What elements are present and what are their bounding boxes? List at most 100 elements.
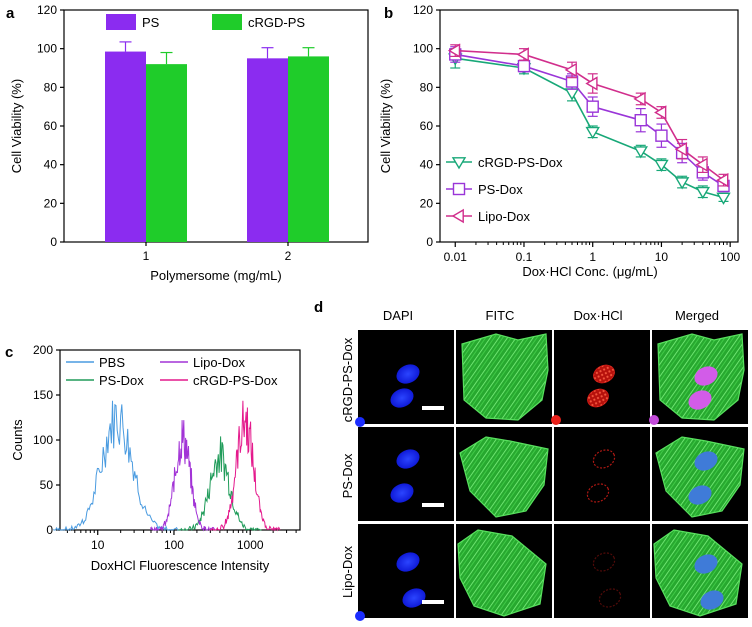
microscopy-grid-d: DAPI FITC Dox·HCl Merged cRGD-PS-Dox PS-…: [340, 308, 750, 622]
y-tick-label-b: 60: [420, 119, 434, 133]
scale-bar: [422, 600, 444, 604]
row-label-crgd-ps-dox: cRGD-PS-Dox: [340, 337, 355, 422]
marker-triangle-left: [585, 76, 598, 91]
nucleus-merged: [688, 390, 712, 410]
y-axis-label-a: Cell Viability (%): [9, 79, 24, 173]
marker-triangle-down: [654, 159, 669, 173]
histogram-ps-dox: [178, 436, 262, 532]
panel-label-c: c: [5, 344, 13, 361]
marker-square: [634, 113, 647, 127]
scale-bar: [422, 503, 444, 507]
marker-square: [655, 129, 668, 142]
panel-label-d: d: [314, 299, 323, 316]
histogram-c: 0 50 100 150 200 10 100 1000 PBS PS-Dox Lipo-Dox…: [10, 343, 301, 573]
nucleus-dapi: [390, 483, 414, 503]
nucleus-dapi: [390, 388, 414, 408]
micrograph-tile: [554, 524, 650, 618]
y-tick-label-c: 50: [40, 478, 54, 492]
y-tick-label-b: 100: [413, 42, 433, 56]
cell-body: [655, 436, 745, 518]
x-tick-label-b: 0.01: [444, 250, 468, 264]
nucleus-dox: [592, 449, 616, 469]
y-tick-label-a: 20: [44, 196, 58, 210]
y-tick-label-a: 40: [44, 158, 58, 172]
legend-label-pbs: PBS: [99, 355, 125, 370]
partial-nucleus: [355, 417, 365, 427]
nucleus-merged: [700, 590, 724, 610]
bar-crgd-ps-2: [288, 56, 329, 243]
nucleus-merged: [694, 554, 718, 574]
partial-nucleus: [355, 611, 365, 621]
y-tick-label-b: 80: [420, 80, 434, 94]
bar-crgd-ps-1: [146, 64, 187, 242]
marker-triangle-down: [716, 192, 731, 205]
y-tick-label-b: 120: [413, 3, 433, 17]
y-tick-label-b: 0: [426, 235, 433, 249]
marker-triangle-left: [654, 105, 667, 120]
marker-triangle-down: [695, 186, 711, 200]
x-axis-label-c: DoxHCl Fluorescence Intensity: [91, 558, 270, 573]
marker-square: [452, 182, 466, 196]
histogram-lipo-dox: [150, 420, 216, 532]
x-tick-label-b: 10: [655, 250, 669, 264]
nucleus-dapi: [396, 364, 420, 384]
y-tick-label-a: 80: [44, 80, 58, 94]
y-tick-label-c: 100: [33, 433, 53, 447]
x-tick-label-b: 100: [720, 250, 740, 264]
row-label-lipo-dox: Lipo-Dox: [340, 545, 355, 598]
legend-label-lipo-dox: Lipo-Dox: [478, 209, 531, 224]
marker-triangle-down: [674, 177, 690, 190]
legend-swatch-crgd-ps: [212, 14, 242, 30]
y-tick-label-c: 150: [33, 388, 53, 402]
legend-label-ps-dox: PS-Dox: [99, 373, 144, 388]
column-header-dox: Dox·HCl: [573, 308, 622, 323]
histogram-pbs: [52, 400, 182, 532]
nucleus-dapi: [396, 449, 420, 469]
nucleus-dapi: [402, 588, 426, 608]
column-header-dapi: DAPI: [383, 308, 413, 323]
panel-label-b: b: [384, 5, 393, 22]
panel-label-a: a: [6, 5, 15, 22]
nucleus-merged: [694, 451, 718, 471]
nucleus-dox: [593, 364, 615, 384]
marker-triangle-down: [451, 157, 467, 170]
row-label-ps-dox: PS-Dox: [340, 453, 355, 498]
scale-bar: [422, 406, 444, 410]
x-tick-label-b: 1: [589, 250, 596, 264]
marker-triangle-left: [564, 62, 577, 78]
x-tick-label-c: 10: [91, 538, 105, 552]
cell-body: [457, 529, 547, 617]
y-axis-label-b: Cell Viability (%): [378, 79, 393, 173]
y-tick-label-c: 200: [33, 343, 53, 357]
x-tick-label-a: 1: [143, 249, 150, 263]
x-tick-label-c: 100: [164, 538, 184, 552]
legend-label-ps: PS: [142, 15, 160, 30]
y-axis-label-c: Counts: [10, 419, 25, 461]
legend-swatch-ps: [106, 14, 136, 30]
y-tick-label-a: 100: [37, 42, 57, 56]
marker-square: [586, 100, 599, 113]
marker-triangle-left: [695, 157, 708, 172]
marker-triangle-left: [674, 141, 688, 157]
x-tick-label-b: 0.1: [516, 250, 533, 264]
cell-body: [459, 436, 549, 518]
y-tick-label-a: 60: [44, 119, 58, 133]
marker-triangle-down: [585, 126, 600, 140]
x-axis-label-b: Dox·HCl Conc. (μg/mL): [522, 264, 657, 279]
x-tick-label-c: 1000: [237, 538, 264, 552]
micrograph-tile: [554, 427, 650, 521]
bar-ps-1: [105, 51, 146, 242]
histogram-crgd-ps-dox: [209, 400, 281, 532]
y-tick-label-b: 40: [420, 158, 434, 172]
bar-ps-2: [247, 58, 288, 243]
cell-body: [461, 333, 549, 421]
y-tick-label-c: 0: [46, 523, 53, 537]
x-axis-label-a: Polymersome (mg/mL): [150, 268, 281, 283]
nucleus-dox: [586, 483, 610, 503]
legend-label-ps-dox: PS-Dox: [478, 182, 523, 197]
partial-nucleus: [551, 415, 561, 425]
marker-triangle-left: [447, 43, 461, 58]
legend-label-lipo-dox: Lipo-Dox: [193, 355, 246, 370]
legend-label-crgd-ps-dox: cRGD-PS-Dox: [193, 373, 278, 388]
